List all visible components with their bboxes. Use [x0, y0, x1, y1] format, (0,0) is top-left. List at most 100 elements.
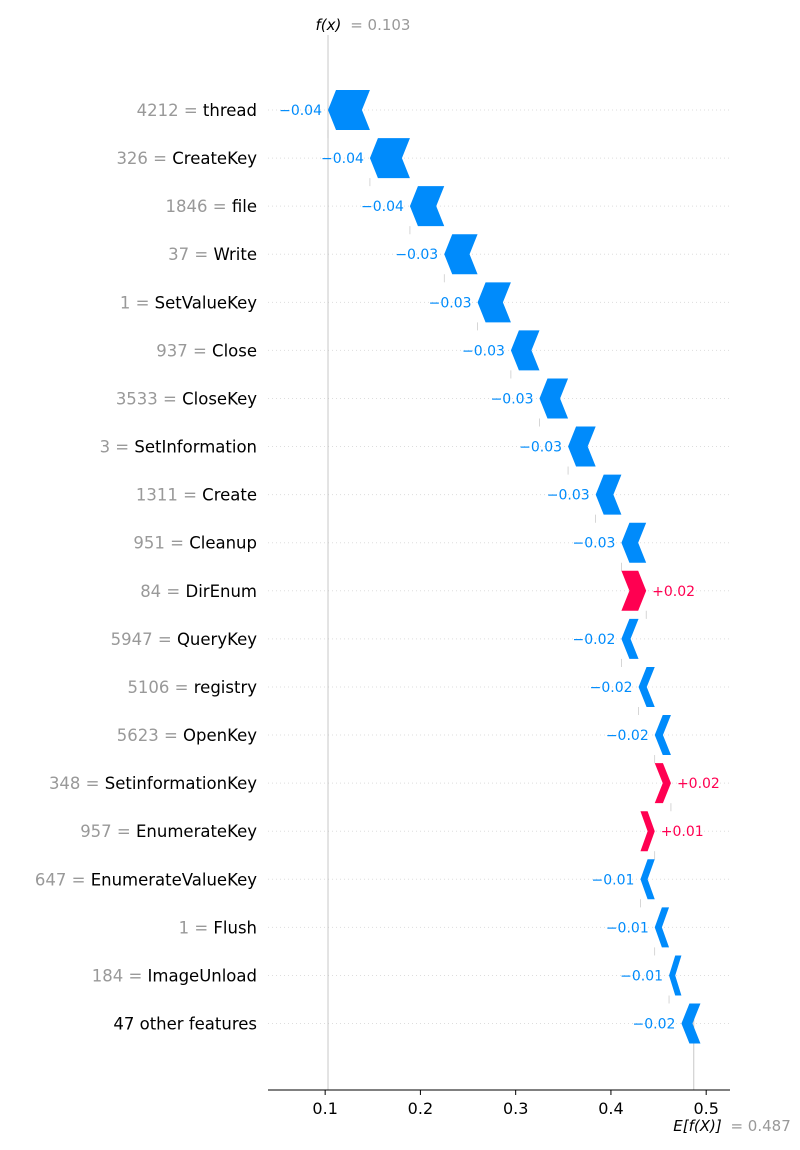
feature-value: 348 = [49, 774, 105, 793]
x-tick-label: 0.5 [693, 1099, 718, 1118]
x-tick-label: 0.2 [408, 1099, 433, 1118]
bar-value-label: −0.01 [620, 968, 663, 984]
bar-value-label: −0.03 [572, 536, 615, 552]
feature-name: Create [202, 486, 257, 505]
positive-bar [654, 763, 671, 804]
feature-name: 47 other features [113, 1015, 257, 1034]
fx-value: = 0.103 [350, 16, 410, 34]
negative-bar [669, 955, 682, 996]
bar-value-label: −0.01 [592, 872, 635, 888]
feature-label: 5623 = OpenKey [117, 726, 258, 745]
feature-label: 326 = CreateKey [116, 149, 257, 168]
feature-value: 1 = [179, 918, 214, 937]
negative-bar [638, 666, 655, 707]
negative-bar [568, 426, 596, 467]
bar-value-label: −0.03 [395, 247, 438, 263]
feature-name: QueryKey [177, 630, 257, 649]
feature-name: CreateKey [172, 149, 257, 168]
negative-bar [477, 282, 511, 323]
feature-name: Close [212, 341, 257, 360]
base-label: E[f(X)] [673, 1117, 722, 1135]
negative-bar [640, 859, 655, 900]
x-axis: 0.1 0.2 0.3 0.4 0.5 [268, 1089, 730, 1118]
feature-label: 937 = Close [156, 341, 257, 360]
base-annotation: E[f(X)] = 0.487 [673, 1117, 791, 1135]
negative-bar [621, 618, 639, 659]
negative-bar [539, 378, 569, 419]
fx-annotation: f(x) = 0.103 [316, 16, 411, 34]
feature-value: 84 = [140, 582, 185, 601]
feature-label: 348 = SetinformationKey [49, 774, 257, 793]
feature-name: Write [213, 245, 257, 264]
negative-bar [328, 90, 370, 130]
negative-bar [595, 474, 622, 515]
bar-value-label: −0.03 [462, 343, 505, 359]
positive-bar [640, 811, 655, 852]
feature-name: DirEnum [186, 582, 258, 601]
bar-value-label: −0.04 [321, 151, 364, 167]
feature-label: 1 = SetValueKey [120, 293, 257, 312]
negative-bar [654, 715, 671, 756]
bar-value-label: +0.02 [652, 584, 695, 600]
bar-value-label: −0.04 [279, 103, 322, 119]
feature-label: 647 = EnumerateValueKey [35, 870, 257, 889]
negative-bar [681, 1003, 701, 1044]
base-value: = 0.487 [730, 1117, 790, 1135]
feature-name: EnumerateKey [136, 822, 257, 841]
feature-name: registry [194, 678, 257, 697]
positive-bar [621, 570, 647, 611]
contribution-bars: −0.04 −0.04 −0.04 −0.03 −0.03 −0.03 −0.03 −0.03… [279, 90, 720, 1044]
bar-value-label: −0.03 [519, 440, 562, 456]
feature-label: 3 = SetInformation [100, 438, 257, 457]
feature-value: 5947 = [111, 630, 177, 649]
feature-value: 957 = [80, 822, 136, 841]
bar-value-label: −0.01 [606, 920, 649, 936]
feature-label: 951 = Cleanup [133, 534, 257, 553]
feature-label: 957 = EnumerateKey [80, 822, 257, 841]
feature-label: 47 other features [113, 1015, 257, 1034]
bar-value-label: +0.02 [677, 776, 720, 792]
negative-bar [654, 907, 670, 948]
feature-value: 3 = [100, 438, 135, 457]
bar-value-label: −0.04 [361, 199, 404, 215]
feature-label: 3533 = CloseKey [116, 389, 257, 408]
feature-value: 937 = [156, 341, 212, 360]
feature-value: 5623 = [117, 726, 183, 745]
x-tick-label: 0.3 [503, 1099, 528, 1118]
bar-value-label: −0.02 [606, 728, 649, 744]
feature-name: SetInformation [134, 438, 257, 457]
feature-value: 5106 = [127, 678, 193, 697]
feature-label: 5947 = QueryKey [111, 630, 258, 649]
feature-label: 184 = ImageUnload [92, 966, 257, 985]
reference-lines [327, 35, 695, 1090]
feature-value: 1 = [120, 293, 155, 312]
feature-name: thread [203, 101, 257, 120]
negative-bar [510, 330, 540, 371]
feature-name: Cleanup [189, 534, 257, 553]
feature-name: ImageUnload [148, 966, 257, 985]
feature-value: 1846 = [166, 197, 232, 216]
negative-bar [444, 234, 478, 275]
feature-name: file [232, 197, 257, 216]
fx-label: f(x) [316, 16, 342, 34]
bar-value-label: −0.03 [547, 488, 590, 504]
negative-bar [369, 138, 410, 179]
feature-value: 326 = [116, 149, 172, 168]
bar-value-label: −0.02 [572, 632, 615, 648]
feature-label: 37 = Write [168, 245, 257, 264]
feature-name: Flush [213, 918, 257, 937]
bar-value-label: −0.02 [590, 680, 633, 696]
feature-label: 5106 = registry [127, 678, 257, 697]
feature-value: 4212 = [137, 101, 203, 120]
feature-value: 647 = [35, 870, 91, 889]
feature-name: SetValueKey [155, 293, 258, 312]
x-tick-label: 0.1 [312, 1099, 337, 1118]
feature-value: 1311 = [136, 486, 202, 505]
feature-label: 1 = Flush [179, 918, 257, 937]
feature-value: 951 = [133, 534, 189, 553]
negative-bar [621, 522, 647, 563]
feature-label: 1846 = file [166, 197, 257, 216]
feature-name: OpenKey [183, 726, 257, 745]
feature-label: 84 = DirEnum [140, 582, 257, 601]
